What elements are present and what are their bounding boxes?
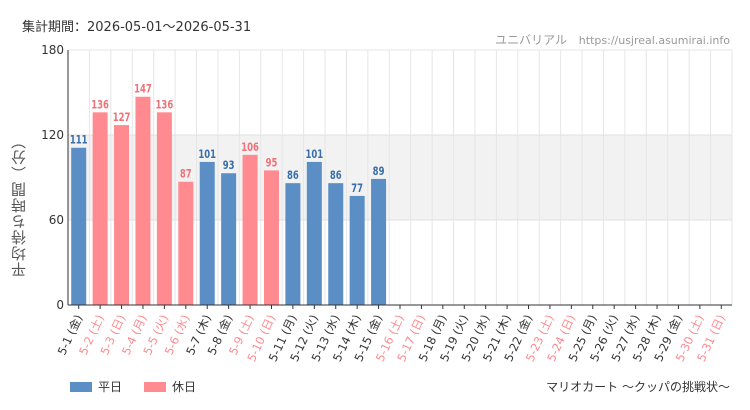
data-label: 127 (113, 111, 131, 124)
data-label: 87 (180, 168, 192, 181)
bar[interactable] (135, 96, 151, 305)
data-label: 77 (351, 182, 363, 195)
legend-item-holiday[interactable]: 休日 (144, 378, 196, 395)
bar[interactable] (371, 178, 387, 305)
bar[interactable] (178, 181, 194, 305)
y-tick-label: 120 (41, 128, 64, 142)
legend-label-weekday: 平日 (98, 380, 123, 394)
data-label: 93 (223, 159, 235, 172)
bar[interactable] (328, 183, 344, 305)
bar[interactable] (349, 195, 365, 305)
legend: 平日 休日 (70, 378, 196, 395)
data-label: 111 (70, 134, 88, 147)
bar[interactable] (156, 112, 172, 305)
data-label: 86 (330, 169, 342, 182)
attraction-name: マリオカート ～クッパの挑戦状～ (546, 380, 730, 394)
legend-label-holiday: 休日 (172, 380, 197, 394)
bar[interactable] (71, 147, 87, 305)
data-label: 89 (373, 165, 385, 178)
bar[interactable] (242, 154, 258, 305)
data-label: 86 (287, 169, 299, 182)
data-label: 106 (241, 141, 259, 154)
y-tick-label: 60 (49, 213, 64, 227)
source-name: ユニバリアル (495, 33, 567, 47)
data-label: 136 (156, 98, 174, 111)
y-tick-label: 0 (56, 298, 64, 312)
source-credit: ユニバリアル https://usjreal.asumirai.info (495, 31, 730, 48)
data-label: 101 (198, 148, 216, 161)
bar[interactable] (114, 125, 130, 305)
bar[interactable] (221, 173, 237, 305)
bar[interactable] (199, 161, 215, 305)
data-label: 95 (266, 157, 278, 170)
source-url[interactable]: https://usjreal.asumirai.info (578, 34, 730, 47)
y-tick-label: 180 (41, 43, 64, 57)
bar[interactable] (263, 170, 279, 305)
bar[interactable] (285, 183, 301, 305)
bar[interactable] (92, 112, 108, 305)
data-label: 147 (134, 83, 152, 96)
data-label: 136 (91, 98, 109, 111)
collection-period: 集計期間：2026-05-01～2026-05-31 (22, 20, 252, 35)
legend-swatch-weekday (70, 381, 92, 392)
legend-item-weekday[interactable]: 平日 (70, 378, 122, 395)
bar[interactable] (306, 161, 322, 305)
data-label: 101 (305, 148, 323, 161)
legend-swatch-holiday (144, 381, 167, 392)
